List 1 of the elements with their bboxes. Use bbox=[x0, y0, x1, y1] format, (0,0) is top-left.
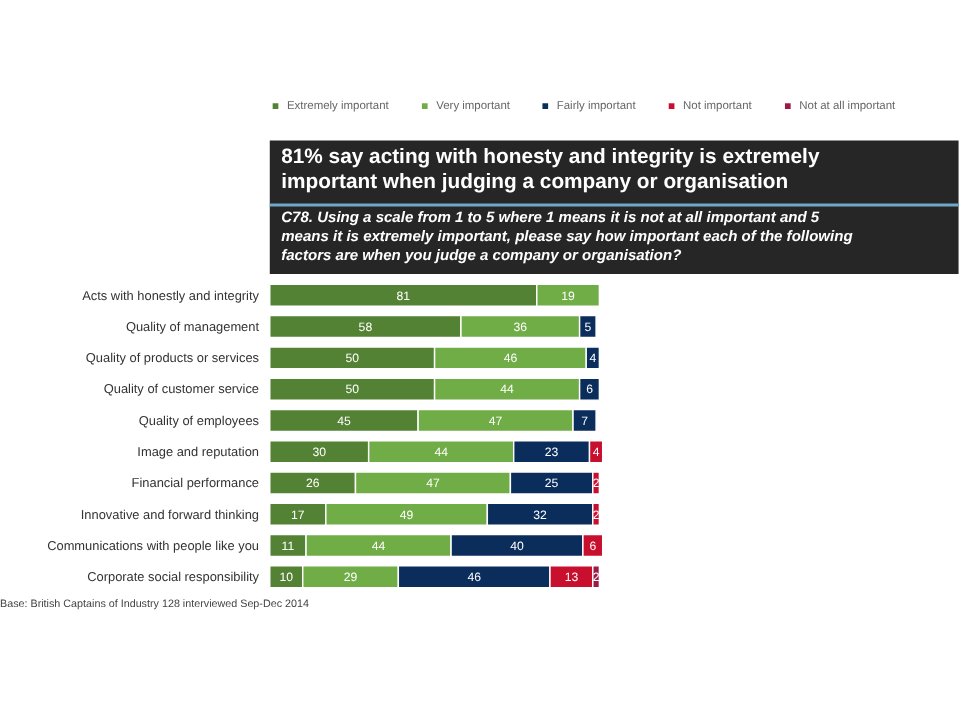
chart-title: 81% say acting with honesty and integrity is extremely important when judging a company or organisation bbox=[281, 147, 820, 194]
